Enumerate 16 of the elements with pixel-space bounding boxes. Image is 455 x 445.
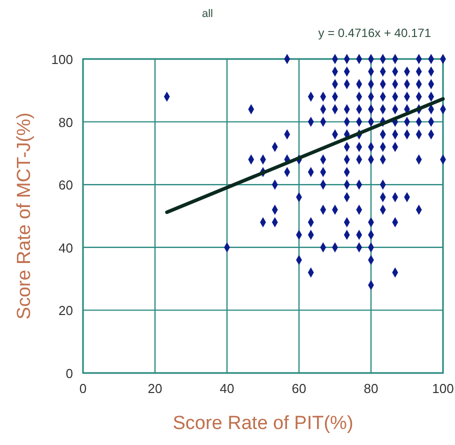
x-tick-label: 60 xyxy=(292,381,306,396)
text: y = 0.4716x + 40.171 xyxy=(318,26,432,40)
y-tick-label: 100 xyxy=(51,52,73,67)
y-tick-label: 20 xyxy=(58,303,73,318)
x-tick-label: 0 xyxy=(79,381,87,396)
x-tick-label: 20 xyxy=(148,381,162,396)
chart-title: all xyxy=(202,8,214,20)
y-tick-label: 60 xyxy=(58,178,73,193)
x-axis-title: Score Rate of PIT(%) xyxy=(172,413,354,434)
y-tick-label: 0 xyxy=(66,366,73,381)
y-tick-label: 80 xyxy=(58,114,73,130)
y-tick-label: 40 xyxy=(58,240,73,256)
x-tick-label: 100 xyxy=(432,381,454,396)
x-tick-label: 80 xyxy=(364,381,378,396)
x-tick-label: 40 xyxy=(220,381,234,396)
y-axis-title: Score Rate of MCT-J(%) xyxy=(14,112,35,320)
